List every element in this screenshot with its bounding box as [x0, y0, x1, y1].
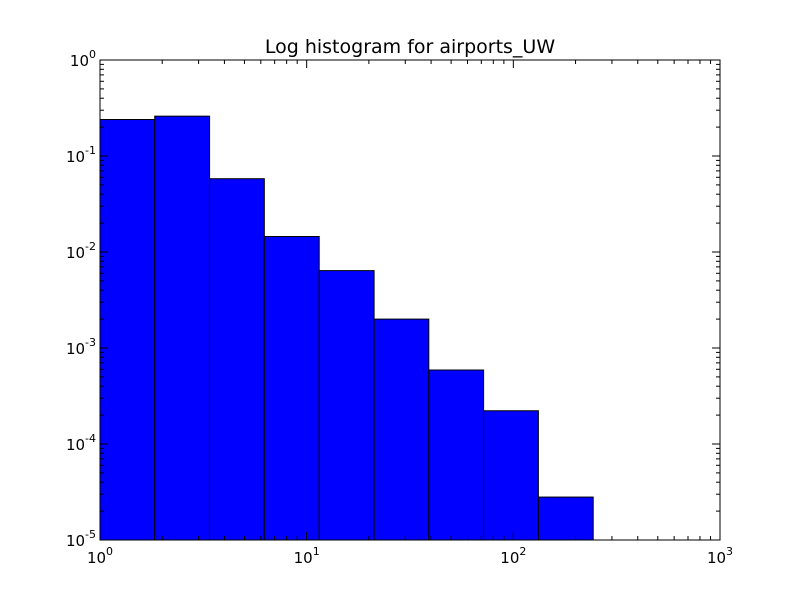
- x-tick-label: 103: [707, 545, 733, 567]
- y-tick-label: 10-1: [66, 144, 96, 166]
- ticks-group: 100 101 102 103 100 10-1 10-2 10-3 10-4 10-5: [66, 48, 733, 567]
- histogram-bar: [483, 410, 539, 541]
- x-tick-label: 102: [500, 545, 526, 567]
- histogram-bar: [318, 270, 375, 541]
- y-tick-label: 10-2: [66, 240, 96, 262]
- histogram-bar: [99, 119, 156, 541]
- chart-title: Log histogram for airports_UW: [265, 36, 555, 58]
- y-tick-label: 100: [70, 48, 96, 70]
- histogram-bar: [154, 115, 211, 541]
- x-tick-label: 100: [87, 545, 113, 567]
- y-tick-label: 10-3: [66, 336, 96, 358]
- histogram-bar: [428, 369, 485, 541]
- y-tick-label: 10-5: [66, 528, 96, 550]
- plot-area-frame: [99, 59, 721, 541]
- bars-group: [99, 115, 594, 541]
- histogram-bar: [209, 178, 265, 541]
- histogram-bar: [373, 318, 430, 541]
- y-tick-label: 10-4: [66, 432, 96, 454]
- x-tick-label: 101: [294, 545, 320, 567]
- histogram-bar: [263, 236, 320, 541]
- histogram-bar: [537, 496, 594, 541]
